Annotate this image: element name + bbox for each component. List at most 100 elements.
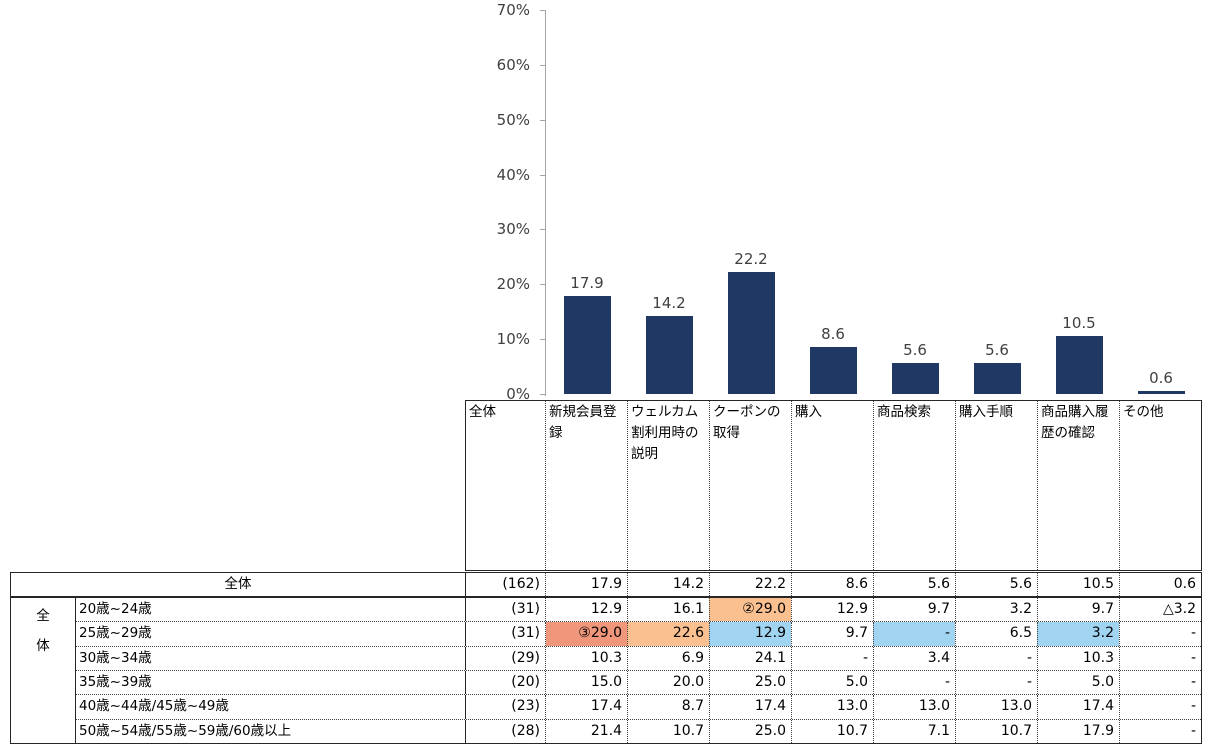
bar-value-label: 22.2 [734,250,768,269]
bar [1055,336,1103,394]
value-cell: - [1119,622,1201,646]
age-rows-block: 全 体 20歳~24歳 (31) 12.9 16.1 ②29.0 12.9 9.7 3.2 9.… [10,597,1202,744]
y-axis-tick-label: 30% [496,220,530,239]
age-row: 20歳~24歳 (31) 12.9 16.1 ②29.0 12.9 9.7 3.2 9.7 △3.… [76,598,1201,622]
bar-value-label: 5.6 [903,341,927,360]
value-cell: - [873,670,955,695]
overall-row-label: 全体 [11,573,466,596]
value-cell: 5.6 [955,573,1037,596]
value-cell: - [955,670,1037,695]
group-label-cell: 全 体 [11,598,76,743]
value-cell: - [1119,646,1201,670]
y-axis-tick-mark [540,284,546,286]
y-axis-tick-label: 40% [496,165,530,184]
age-row: 30歳~34歳 (29) 10.3 6.9 24.1-3.4-10.3- [76,645,1201,670]
category-header-cell: ウェルカム割利用時の説明 [627,401,709,570]
value-cell: 7.1 [873,719,955,743]
value-cell: 5.6 [873,573,955,596]
value-cell: 16.1 [627,598,709,622]
value-cell: 14.2 [627,573,709,596]
age-row-n: (31) [466,598,546,622]
value-cell: 22.2 [709,573,791,596]
value-cell: 3.2 [1037,622,1119,646]
age-row-n: (29) [466,646,546,670]
bar [891,363,939,394]
category-header-cell: クーポンの取得 [709,401,791,570]
value-cell: 13.0 [955,695,1037,719]
value-cell: 20.0 [627,670,709,695]
y-axis-tick-mark [540,64,546,66]
value-cell: 17.4 [709,695,791,719]
y-axis-tick-label: 50% [496,110,530,129]
y-axis-tick-label: 20% [496,275,530,294]
value-cell: 17.4 [590,698,622,715]
bar [563,295,611,394]
category-header-cell: 購入手順 [955,401,1037,570]
age-rows: 20歳~24歳 (31) 12.9 16.1 ②29.0 12.9 9.7 3.2 9.7 △3.… [76,598,1201,743]
bar-value-label: 5.6 [985,341,1009,360]
value-cell: 8.7 [627,695,709,719]
y-axis-tick-mark [540,339,546,341]
category-header-cell: 新規会員登録 [549,404,617,441]
value-cell: 6.5 [955,622,1037,646]
bar-value-label: 0.6 [1149,368,1173,387]
value-cell: - [1119,719,1201,743]
value-cell: 10.5 [1037,573,1119,596]
value-cell: 10.7 [791,719,873,743]
y-axis-tick-mark [540,119,546,121]
value-cell: 3.2 [955,598,1037,622]
value-cell: 6.9 [627,646,709,670]
value-cell: 12.9 [590,601,622,617]
value-cell: ③29.0 [546,622,627,646]
age-row-label: 25歳~29歳 [76,622,466,646]
value-cell: 25.0 [709,719,791,743]
value-cell: 10.3 [1037,646,1119,670]
bar-value-label: 10.5 [1062,314,1096,333]
y-axis-tick-mark [540,10,546,11]
value-cell: 0.6 [1119,573,1201,596]
age-row-n: (20) [466,670,546,695]
value-cell: 10.3 [590,649,622,666]
value-cell: 3.4 [873,646,955,670]
value-cell: 21.4 [590,722,622,739]
age-row-n: (28) [466,719,546,743]
category-header-cell: 商品購入履歴の確認 [1037,401,1119,570]
corner-header-cell: 全体 [466,401,546,570]
y-axis-tick-label: 0% [506,385,530,403]
age-row-label: 20歳~24歳 [76,598,466,622]
age-row-label: 40歳~44歳/45歳~49歳 [76,695,466,719]
category-header-row: 全体 新規会員登録 ウェルカム割利用時の説明 クーポンの取得 購入 商品検索 購入手順 商品… [465,400,1202,571]
bar-value-label: 8.6 [821,324,845,343]
category-header-cell: 商品検索 [873,401,955,570]
age-row-n: (23) [466,695,546,719]
value-cell: 12.9 [791,598,873,622]
y-axis-line [545,10,546,396]
age-row: 50歳~54歳/55歳~59歳/60歳以上 (28) 21.4 10.7 25.0 10.… [76,718,1201,743]
y-axis-tick-label: 60% [496,55,530,74]
age-row-label: 35歳~39歳 [76,670,466,695]
age-row-label: 30歳~34歳 [76,646,466,670]
age-row-label: 50歳~54歳/55歳~59歳/60歳以上 [76,719,466,743]
value-cell: - [791,646,873,670]
bar [1137,390,1185,394]
value-cell: 24.1 [709,646,791,670]
value-cell: 17.9 [590,576,622,592]
y-axis-tick-label: 70% [496,1,530,19]
value-cell: 10.7 [955,719,1037,743]
value-cell: 5.0 [1037,670,1119,695]
value-cell: 15.0 [590,673,622,690]
bar [809,346,857,394]
age-row: 35歳~39歳 (20) 15.0 20.0 25.0 5.0- -5.0- [76,669,1201,695]
value-cell: △3.2 [1119,598,1201,622]
bar-value-label: 17.9 [570,273,604,292]
value-cell: 9.7 [873,598,955,622]
value-cell: 13.0 [873,695,955,719]
category-header-cell: その他 [1119,401,1201,570]
value-cell: - [1119,670,1201,695]
value-cell: 12.9 [709,622,791,646]
value-cell: 13.0 [791,695,873,719]
bar [645,316,693,394]
y-axis-tick-mark [540,229,546,231]
bar [973,363,1021,394]
